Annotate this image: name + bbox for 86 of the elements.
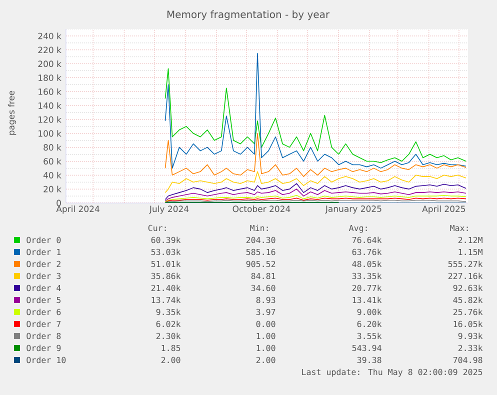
text: 1.00 <box>256 344 276 352</box>
legend-label: Order 4 <box>26 284 61 292</box>
legend-label: Order 8 <box>26 332 61 340</box>
text: 45.82k <box>453 296 483 304</box>
text: 2.33k <box>458 344 483 352</box>
line-series <box>164 68 466 164</box>
text: Min: <box>250 224 268 231</box>
text: Last update: Thu May 8 02:00:09 2025 <box>302 368 482 377</box>
text: 60.39k <box>151 236 181 244</box>
text: 2.00 <box>161 356 180 364</box>
text: 16.05k <box>454 320 483 328</box>
text: 51.01k <box>151 260 181 268</box>
y-tick-label: 200 k <box>38 60 62 68</box>
text: 1.00 <box>256 332 276 340</box>
text: 2.12M <box>458 236 482 243</box>
text: Avg: <box>348 224 367 233</box>
line-series <box>164 133 466 177</box>
legend-label: Order 1 <box>26 248 61 256</box>
text: 53.03k <box>151 248 181 256</box>
y-tick-label: 120 k <box>38 116 62 123</box>
text: 84.81 <box>251 272 276 280</box>
text: 21.40k <box>151 284 181 292</box>
legend-label: Order 10 <box>26 356 66 364</box>
y-tick-label: 240 k <box>38 32 62 40</box>
y-tick-label: 80 k <box>44 144 62 151</box>
text: 9.00k <box>357 308 382 316</box>
text: Max: <box>450 224 468 232</box>
y-tick-label: 60 k <box>44 158 62 165</box>
text: Cur: <box>148 224 166 232</box>
x-tick-label: October 2024 <box>232 206 290 212</box>
legend-label: Order 2 <box>26 260 60 268</box>
text: 1.85 <box>162 344 180 352</box>
y-tick-label: 40 k <box>43 172 62 178</box>
text: 543.94 <box>352 344 382 352</box>
line-series <box>164 188 466 202</box>
x-tick-label: April 2025 <box>422 206 466 214</box>
y-tick-label: 220 k <box>38 46 62 54</box>
text: 6.02k <box>156 320 181 328</box>
x-tick-label: July 2024 <box>149 206 189 214</box>
text: 6.20k <box>357 320 382 328</box>
text: 48.05k <box>352 260 382 268</box>
x-tick-label: April 2024 <box>56 206 100 214</box>
y-tick-label: 20 k <box>44 186 62 192</box>
legend-label: Order 9 <box>26 344 61 352</box>
text: 2.30k <box>156 332 181 340</box>
line-series <box>164 52 466 169</box>
text: 20.77k <box>352 284 382 292</box>
text: 1.15M <box>458 248 482 256</box>
y-axis-title: pages free <box>8 90 16 135</box>
text: 13.41k <box>352 296 382 304</box>
line-series <box>164 171 466 193</box>
text: 25.76k <box>453 308 483 316</box>
text: 39.38 <box>357 356 382 364</box>
text: 704.98 <box>453 356 482 364</box>
x-tick-label: January 2025 <box>325 206 382 214</box>
legend-label: Order 6 <box>26 308 61 316</box>
text: 905.52 <box>246 260 276 268</box>
y-tick-label: 100 k <box>38 130 62 137</box>
y-tick-label: 140 k <box>38 102 62 109</box>
line-series <box>164 183 466 200</box>
text: 34.60 <box>251 284 276 292</box>
text: 585.16 <box>246 248 276 256</box>
legend-label: Order 0 <box>26 236 61 244</box>
text: 204.30 <box>246 236 276 244</box>
legend-label: Order 7 <box>26 320 61 328</box>
text: 35.86k <box>151 272 181 280</box>
text: 9.35k <box>156 308 181 316</box>
y-tick-label: 180 k <box>38 74 62 82</box>
text: 8.93 <box>256 296 276 304</box>
text: 3.97 <box>256 308 276 316</box>
text: 3.55k <box>357 332 382 340</box>
text: 63.76k <box>352 248 382 256</box>
text: 555.27k <box>448 260 483 268</box>
text: 227.16k <box>448 272 483 280</box>
legend-label: Order 3 <box>26 272 61 280</box>
text: 9.93k <box>458 332 483 340</box>
text: 13.74k <box>152 296 181 304</box>
text: 76.64k <box>352 236 382 244</box>
y-tick-label: 0 <box>56 200 61 206</box>
y-tick-label: 160 k <box>38 88 62 95</box>
text: 92.63k <box>453 284 483 292</box>
text: 2.00 <box>256 356 276 364</box>
text: 33.35k <box>352 272 382 280</box>
legend-label: Order 5 <box>26 296 61 304</box>
chart-title: Memory fragmentation - by year <box>167 10 330 20</box>
text: 0.00 <box>256 320 276 328</box>
